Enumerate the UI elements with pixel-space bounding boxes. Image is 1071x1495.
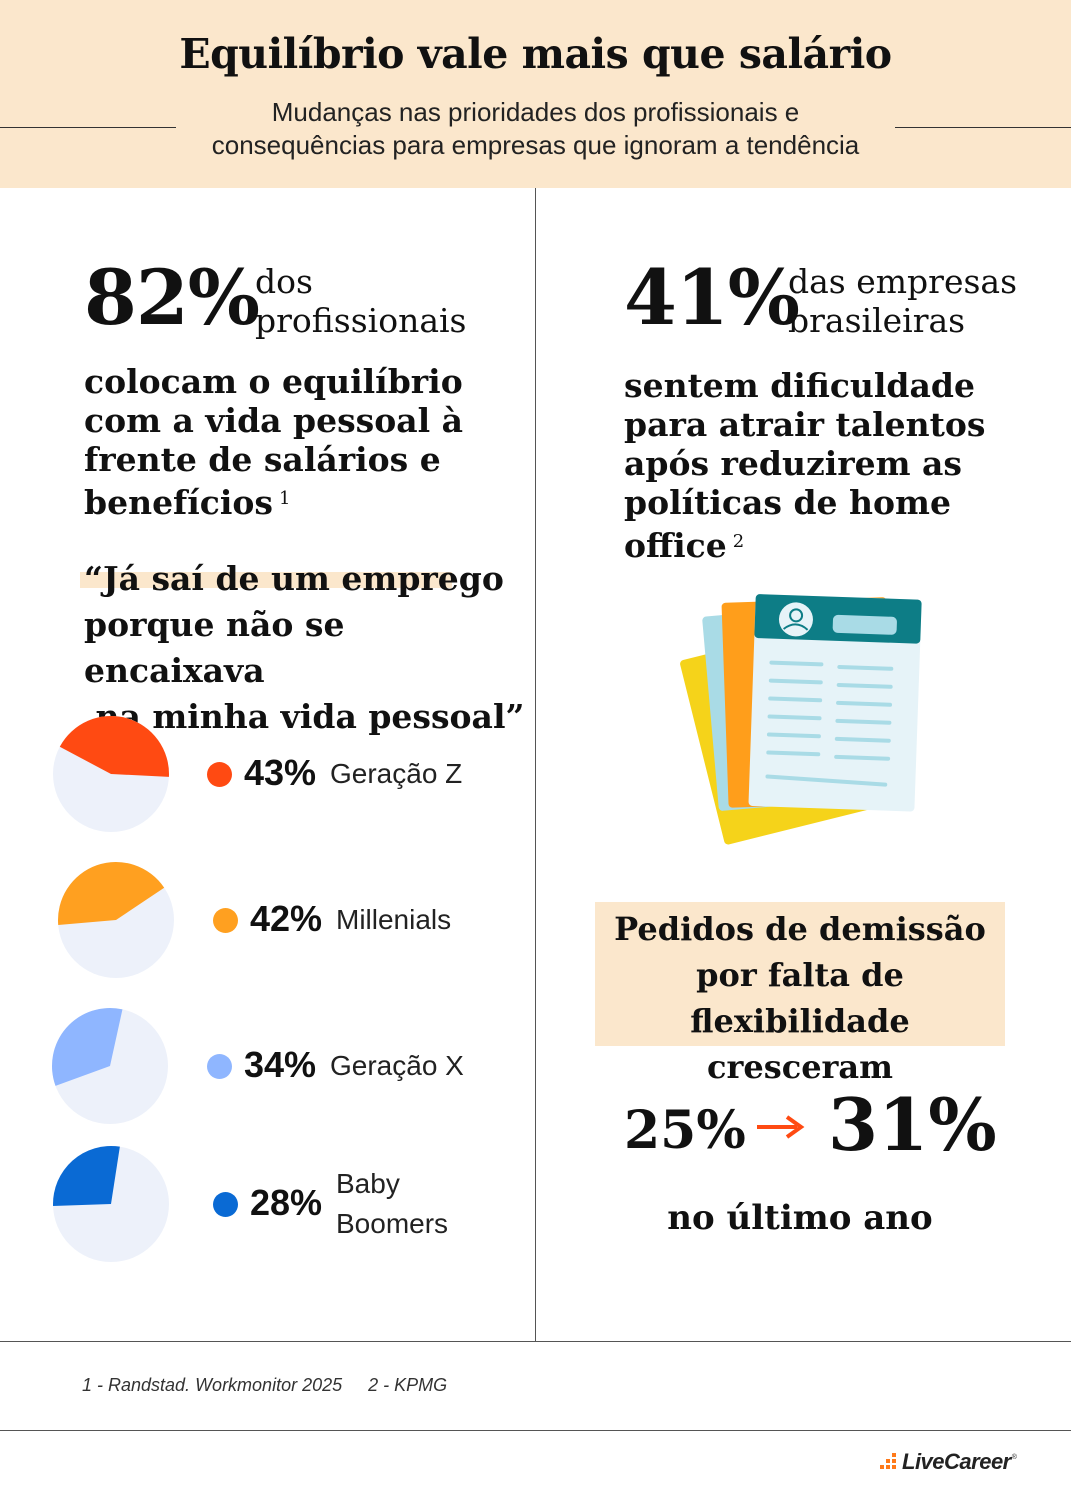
- source-item: 1 - Randstad. Workmonitor 2025: [82, 1375, 343, 1395]
- callout-line: cresceram: [706, 1048, 893, 1086]
- quote-highlight: [80, 572, 452, 588]
- statement-line-text: benefícios: [84, 483, 274, 522]
- left-stat-value: 82%: [84, 253, 260, 342]
- legend-dot: [213, 1192, 238, 1217]
- right-arrow-icon: [757, 1115, 805, 1139]
- quote-line: porque não se encaixava: [84, 605, 345, 690]
- right-stat-value: 41%: [624, 253, 800, 342]
- generation-row: 34% Geração X: [0, 992, 535, 1124]
- pie-chart: [53, 1146, 169, 1262]
- statement-line: após reduzirem as: [624, 444, 963, 483]
- generation-row: 43% Geração Z: [0, 700, 535, 832]
- pie-chart: [53, 716, 170, 832]
- header-banner: Equilíbrio vale mais que salário Mudança…: [0, 0, 1071, 188]
- statement-line: colocam o equilíbrio: [84, 362, 463, 401]
- footer-divider-top: [0, 1341, 1071, 1342]
- generation-pie-charts: 43% Geração Z 42% Millenials 34% Geração X 28%…: [0, 700, 535, 1300]
- subtitle-line: consequências para empresas que ignoram …: [211, 130, 860, 160]
- caption-line: profissionais: [255, 301, 467, 340]
- header-rule-left: [0, 127, 176, 128]
- logo-text: LiveCareer: [902, 1449, 1011, 1474]
- generation-row: 42% Millenials: [0, 846, 535, 978]
- pie-slice: [52, 1008, 123, 1086]
- legend-label: Geração X: [330, 1046, 464, 1086]
- legend-dot: [213, 908, 238, 933]
- statement-line: sentem dificuldade: [624, 366, 975, 405]
- resume-documents-icon: [680, 594, 922, 845]
- footer-divider-bottom: [0, 1430, 1071, 1431]
- legend-dot: [207, 762, 232, 787]
- pie-slice: [59, 716, 170, 777]
- column-divider: [535, 188, 536, 1341]
- caption-line: brasileiras: [788, 301, 966, 340]
- resignation-callout: Pedidos de demissão por falta de flexibi…: [595, 902, 1005, 1086]
- statement-line-text: políticas de home office: [624, 483, 951, 565]
- subtitle-line: Mudanças nas prioridades dos profissiona…: [271, 97, 800, 127]
- pie-slice: [58, 862, 165, 926]
- legend-percent: 28%: [250, 1182, 323, 1223]
- from-value: 25%: [624, 1100, 746, 1161]
- pie-chart: [52, 1008, 168, 1124]
- page-subtitle: Mudanças nas prioridades dos profissiona…: [176, 96, 895, 162]
- legend-label: Millenials: [336, 900, 451, 940]
- legend-label-line: Geração Z: [330, 758, 463, 789]
- resume-front-paper: [748, 594, 922, 812]
- legend-label-line: Baby: [336, 1168, 400, 1199]
- legend-label-line: Geração X: [330, 1050, 464, 1081]
- sources: 1 - Randstad. Workmonitor 2025 2 - KPMG: [82, 1375, 447, 1396]
- statement-line: para atrair talentos: [624, 405, 986, 444]
- footnote-ref: 1: [279, 488, 291, 509]
- generation-row: 28% Baby Boomers: [0, 1130, 535, 1262]
- statement-line: políticas de home office 2: [624, 483, 1044, 565]
- legend-percent: 42%: [250, 898, 323, 939]
- legend-label-line: Boomers: [336, 1208, 449, 1239]
- left-stat-caption: dos profissionais: [255, 262, 467, 340]
- quote-line: “Já saí de um emprego: [84, 559, 504, 598]
- logo-registered-mark: ®: [1011, 1453, 1017, 1461]
- page-title: Equilíbrio vale mais que salário: [179, 30, 892, 78]
- logo-mark-icon: [880, 1453, 896, 1469]
- statement-line: benefícios 1: [84, 479, 504, 522]
- pie-slice: [53, 1146, 120, 1207]
- callout-line: por falta de flexibilidade: [690, 956, 910, 1040]
- right-statement: sentem dificuldade para atrair talentos …: [624, 366, 1044, 565]
- legend-percent: 43%: [244, 752, 317, 793]
- legend-label: Geração Z: [330, 754, 462, 794]
- footnote-ref: 2: [732, 531, 745, 552]
- callout-line: Pedidos de demissão: [614, 910, 986, 948]
- livecareer-logo: LiveCareer ®: [880, 1447, 1017, 1477]
- source-item: 2 - KPMG: [368, 1375, 448, 1395]
- header-rule-right: [895, 127, 1071, 128]
- legend-label-line: Millenials: [336, 904, 452, 935]
- left-statement: colocam o equilíbrio com a vida pessoal …: [84, 362, 504, 522]
- caption-line: das empresas: [788, 262, 1018, 301]
- legend-label: Baby Boomers: [336, 1164, 448, 1244]
- legend-percent: 34%: [244, 1044, 317, 1085]
- caption-line: dos: [255, 262, 313, 301]
- statement-line: com a vida pessoal à: [84, 401, 464, 440]
- right-stat-caption: das empresas brasileiras: [788, 262, 1017, 340]
- statement-line: frente de salários e: [84, 440, 441, 479]
- legend-dot: [207, 1054, 232, 1079]
- pie-chart: [58, 862, 174, 978]
- to-value: 31%: [828, 1082, 997, 1167]
- period-label: no último ano: [667, 1198, 933, 1238]
